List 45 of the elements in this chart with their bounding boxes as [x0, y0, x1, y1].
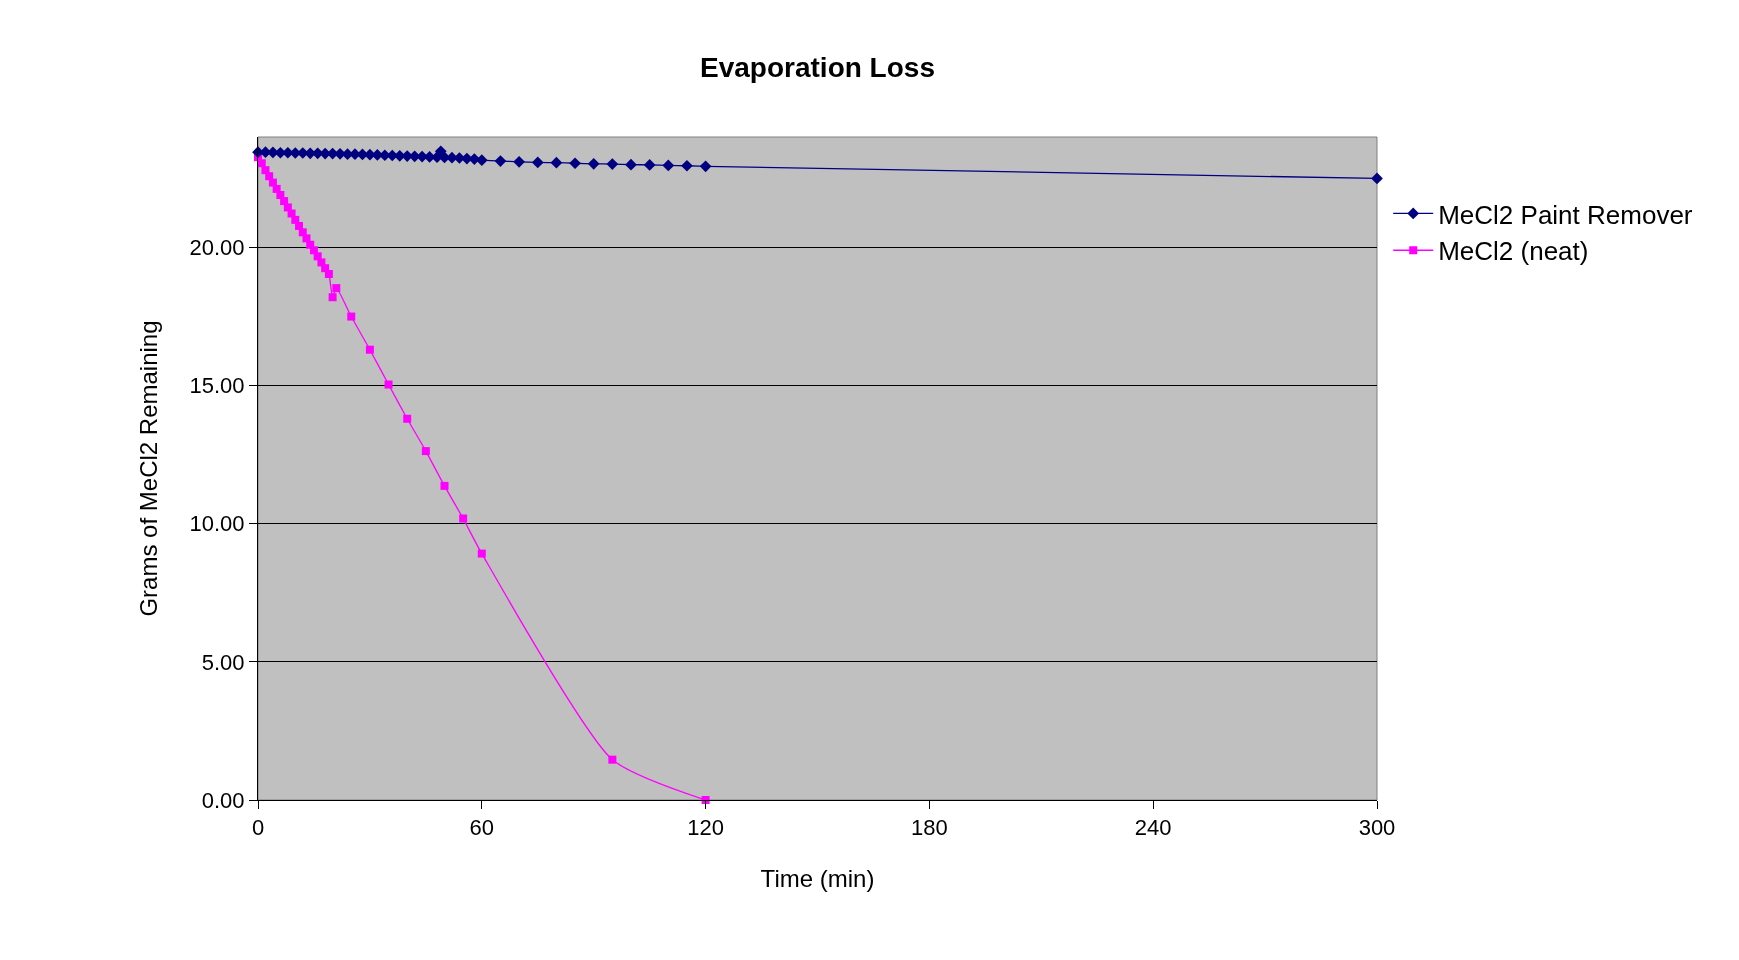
point	[477, 549, 486, 558]
x-tick-label: 120	[687, 815, 724, 841]
y-tick-label: 0.00	[201, 787, 245, 813]
x-tick-label: 0	[251, 815, 265, 841]
point	[302, 234, 311, 243]
point	[643, 159, 656, 171]
x-tick-label: 240	[1134, 815, 1172, 841]
legend-label: MeCl2 Paint Remover	[1438, 199, 1693, 230]
point	[625, 158, 637, 171]
point	[365, 345, 374, 354]
y-tick-label: 15.00	[189, 373, 245, 399]
point	[257, 159, 266, 168]
point	[587, 157, 600, 170]
point	[421, 447, 430, 456]
point	[513, 156, 525, 168]
point	[531, 156, 544, 169]
x-axis-title: Time (min)	[760, 864, 875, 892]
point	[681, 159, 693, 172]
point	[459, 514, 468, 523]
point	[662, 159, 675, 172]
point	[347, 312, 356, 321]
point	[699, 160, 712, 173]
point	[283, 203, 292, 212]
y-tick-label: 10.00	[189, 511, 245, 537]
point	[324, 270, 333, 279]
x-tick-label: 180	[911, 815, 948, 841]
y-tick-label: 5.00	[201, 649, 245, 675]
point	[608, 755, 617, 764]
point	[1371, 172, 1383, 185]
point	[403, 414, 412, 423]
legend-label: MeCl2 (neat)	[1438, 236, 1589, 267]
point	[569, 157, 581, 170]
point	[440, 481, 449, 490]
point	[550, 156, 563, 169]
chart-title: Evaporation Loss	[700, 52, 935, 84]
point	[265, 172, 274, 181]
y-tick-label: 20.00	[189, 235, 245, 261]
x-tick-label: 60	[469, 815, 495, 841]
point	[328, 293, 337, 302]
point	[494, 155, 507, 167]
point	[332, 284, 341, 293]
point	[606, 158, 619, 170]
x-tick-label: 300	[1358, 815, 1396, 841]
y-axis-title: Grams of MeCl2 Remaining	[134, 320, 162, 617]
point	[384, 380, 393, 389]
